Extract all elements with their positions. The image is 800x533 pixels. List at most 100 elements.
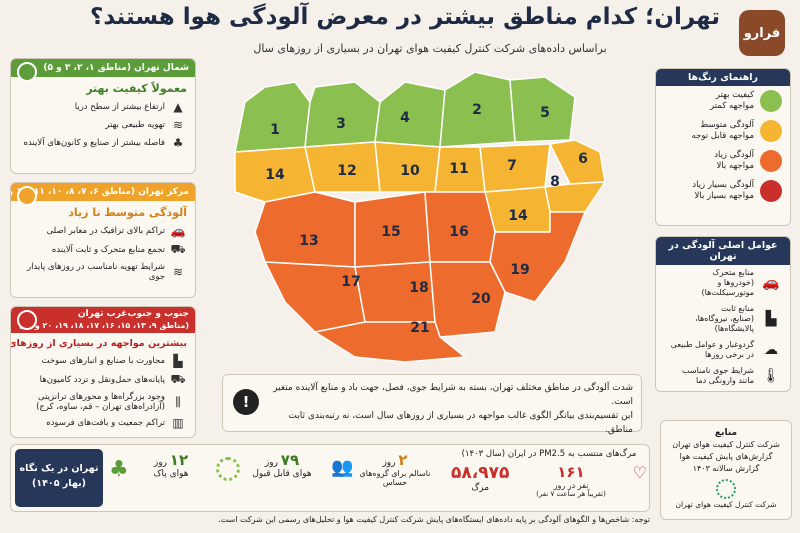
district-label-1: 1 (270, 122, 280, 138)
color-legend: راهنمای رنگ‌ها کیفیت بهتر مواجهه کمتر آلو… (655, 68, 791, 226)
district-4 (374, 81, 446, 148)
center-card-subtitle: آلودگی متوسط تا زیاد (68, 206, 187, 219)
north-card-subtitle: معمولاً کیفیت بهتر (86, 82, 187, 95)
factor-item: ☁ گردوغبار و عوامل طبیعی در برخی روزها (656, 337, 790, 363)
district-label-20: 20 (471, 291, 491, 307)
district-label-8: 8 (550, 174, 560, 190)
center-row-traffic: 🚗 تراکم بالای ترافیک در معابر اصلی (46, 224, 186, 238)
brand-logo: فرارو (739, 10, 785, 56)
sensitive-days-stat: 👥 ۲ روز ناسالم برای گروه‌های حساس (331, 451, 431, 487)
factory-icon: ▙ (173, 354, 183, 368)
south-row-industry: ▙ مجاورت با صنایع و انبارهای سوخت (11, 352, 195, 370)
north-row-ventilation: ≋ تهویه طبیعی بهتر (11, 116, 195, 134)
district-label-14b: 14 (508, 208, 528, 224)
thermometer-icon: 🌡 (762, 368, 780, 384)
road-icon: ⫼ (175, 394, 181, 409)
district-1 (234, 81, 311, 153)
district-label-4: 4 (400, 110, 410, 126)
org-logo-icon (716, 479, 736, 499)
vehicles-icon: ⛟ (170, 242, 186, 256)
buildings-icon: ▥ (172, 416, 184, 430)
south-row-terminals: ⛟ پایانه‌های حمل‌ونقل و تردد کامیون‌ها (39, 372, 186, 386)
district-label-2: 2 (472, 102, 482, 118)
south-card-header: جنوب و جنوب‌غرب تهران (مناطق ۹، ۱۳، ۱۵، … (11, 307, 195, 333)
wind-icon: ≋ (172, 265, 184, 279)
district-label-16: 16 (449, 224, 468, 240)
dark-orange-swatch-icon (760, 150, 782, 172)
factor-item: 🚗 منابع متحرک (خودروها و موتورسیکلت‌ها) (656, 265, 790, 301)
group-icon: 👥 (331, 457, 354, 478)
district-3 (304, 81, 381, 148)
legend-item: کیفیت بهتر مواجهه کمتر (656, 86, 790, 116)
district-label-6: 6 (578, 151, 588, 167)
legend-item: آلودگی زیاد مواجهه بالا (656, 146, 790, 176)
district-label-10: 10 (400, 163, 420, 179)
exclamation-icon: ! (233, 389, 259, 415)
mountain-icon: ▲ (173, 100, 183, 114)
legend-item: آلودگی بسیار زیاد مواجهه بسیار بالا (656, 176, 790, 206)
district-label-14a: 14 (265, 167, 285, 183)
legend-title: راهنمای رنگ‌ها (656, 69, 790, 86)
north-card-header: شمال تهران (مناطق ۱، ۲، ۳ و ۵) (11, 59, 195, 77)
pollution-factors: عوامل اصلی آلودگی در تهران 🚗 منابع متحرک(… (655, 236, 791, 392)
heartbeat-icon: ♡ (632, 463, 647, 482)
car-icon: 🚗 (762, 275, 780, 291)
district-6 (549, 139, 606, 185)
district-label-7: 7 (507, 158, 517, 174)
district-label-11: 11 (449, 161, 468, 177)
car-icon: 🚗 (170, 224, 186, 238)
dust-icon: ☁ (764, 342, 778, 358)
district-20 (429, 261, 506, 338)
factor-item: ▙ منابع ثابت (صنایع، نیروگاه‌ها، پالایشگاه… (656, 301, 790, 337)
district-label-13: 13 (299, 233, 318, 249)
district-5 (509, 76, 576, 143)
district-label-19: 19 (510, 262, 529, 278)
tehran-districts-map: 1 3 4 2 5 14 12 10 11 7 6 8 14 13 15 16 … (234, 71, 606, 363)
pm25-deaths-stat: مرگ‌های منتسب به PM2.5 در ایران (سال ۱۴۰… (451, 449, 647, 498)
wind-icon: ≋ (172, 118, 184, 132)
page-title: تهران؛ کدام مناطق بیشتر در معرض آلودگی ه… (90, 4, 720, 30)
center-row-sources: ⛟ تجمع منابع متحرک و ثابت آلاینده (51, 242, 186, 256)
green-swatch-icon (760, 90, 782, 112)
footnote: توجه: شاخص‌ها و الگوهای آلودگی بر پایه د… (218, 515, 650, 524)
orange-swatch-icon (760, 120, 782, 142)
glance-box: تهران در یک نگاه (بهار ۱۴۰۵) (15, 449, 103, 507)
district-label-21: 21 (410, 320, 429, 336)
ok-days-stat: ۷۹ روز هوای قابل قبول (216, 451, 316, 481)
district-label-12: 12 (337, 163, 356, 179)
factors-title: عوامل اصلی آلودگی در تهران (656, 237, 790, 265)
dots-circle-icon (216, 457, 240, 481)
district-13 (254, 191, 356, 268)
sources-box: منابع شرکت کنترل کیفیت هوای تهران گزارش‌… (660, 420, 792, 520)
north-row-altitude: ▲ ارتفاع بیشتر از سطح دریا (11, 98, 195, 116)
district-21 (314, 321, 466, 363)
page-subtitle: براساس داده‌های شرکت کنترل کیفیت هوای ته… (253, 42, 607, 55)
district-label-18: 18 (409, 280, 428, 296)
south-card: جنوب و جنوب‌غرب تهران (مناطق ۹، ۱۳، ۱۵، … (10, 306, 196, 438)
north-card: شمال تهران (مناطق ۱، ۲، ۳ و ۵) معمولاً ک… (10, 58, 196, 174)
district-label-17: 17 (341, 274, 360, 290)
legend-item: آلودگی متوسط مواجهه قابل توجه (656, 116, 790, 146)
orange-dot-icon (17, 186, 37, 206)
tree-icon: ♣ (172, 136, 184, 150)
north-row-distance: ♣ فاصله بیشتر از صنایع و کانون‌های آلایند… (11, 134, 195, 152)
clean-days-stat: ♣ ۱۲ روز هوای پاک (109, 451, 189, 482)
truck-icon: ⛟ (170, 372, 186, 386)
district-label-5: 5 (540, 105, 550, 121)
center-card-header: مرکز تهران (مناطق ۶، ۷، ۸، ۱۰، ۱۱، ۱۲ و … (11, 183, 195, 201)
stats-bar: تهران در یک نگاه (بهار ۱۴۰۵) ♣ ۱۲ روز هو… (10, 444, 650, 512)
south-row-density: ▥ تراکم جمعیت و بافت‌های فرسوده (11, 414, 195, 432)
district-17 (264, 261, 366, 333)
south-row-highways: ⫼ وجود بزرگراه‌ها و محورهای ترانزیتی (آزا… (11, 390, 195, 414)
district-label-15: 15 (381, 224, 400, 240)
tree-icon: ♣ (109, 457, 129, 482)
factory-icon: ▙ (765, 311, 777, 327)
center-card: مرکز تهران (مناطق ۶، ۷، ۸، ۱۰، ۱۱، ۱۲ و … (10, 182, 196, 298)
factor-item: 🌡 شرایط جوی نامناسب مانند وارونگی دما (656, 363, 790, 389)
red-dot-icon (17, 310, 37, 330)
red-swatch-icon (760, 180, 782, 202)
district-label-3: 3 (336, 116, 346, 132)
note-box: ! شدت آلودگی در مناطق مختلف تهران، بسته … (222, 374, 642, 435)
green-dot-icon (17, 62, 37, 82)
center-row-ventilation: ≋ شرایط تهویه نامناسب در روزهای پایدار جو… (11, 260, 195, 284)
